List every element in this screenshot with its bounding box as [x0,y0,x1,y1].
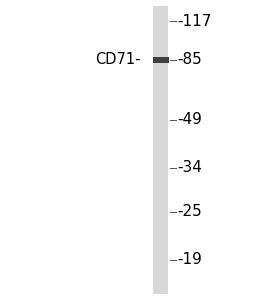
Text: -85: -85 [177,52,202,68]
Text: -34: -34 [177,160,202,175]
Text: CD71-: CD71- [95,52,140,68]
Bar [153,57,169,63]
Bar [153,6,168,294]
Text: -19: -19 [177,252,202,267]
Text: -49: -49 [177,112,202,128]
Text: -117: -117 [177,14,211,28]
Text: -25: -25 [177,204,202,219]
